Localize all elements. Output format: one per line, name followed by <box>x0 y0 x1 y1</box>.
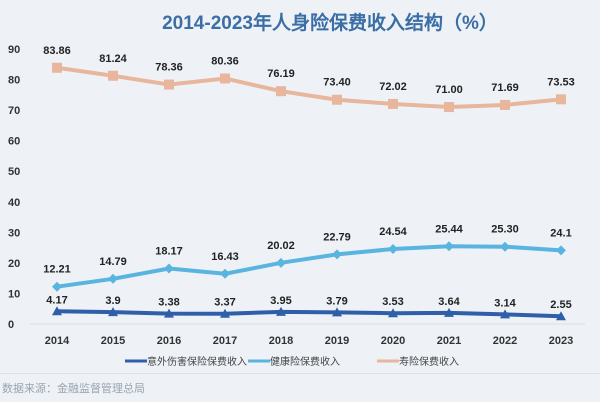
legend-label: 意外伤害保险保费收入 <box>147 355 247 368</box>
data-label: 3.38 <box>158 297 179 309</box>
data-label: 20.02 <box>267 240 295 252</box>
data-label: 3.64 <box>438 296 460 308</box>
data-point-diamond <box>52 281 62 292</box>
data-point-diamond <box>388 244 398 255</box>
y-tick-label: 70 <box>8 105 20 117</box>
data-label: 4.17 <box>46 294 67 306</box>
x-tick-label: 2023 <box>549 335 573 347</box>
x-tick-label: 2020 <box>381 335 405 347</box>
x-tick-label: 2014 <box>45 335 70 347</box>
series-line <box>56 244 562 289</box>
data-label: 24.1 <box>550 227 571 239</box>
data-label: 3.9 <box>105 295 120 307</box>
data-point-square <box>388 98 398 109</box>
x-tick-label: 2022 <box>493 335 517 347</box>
data-label: 81.24 <box>99 53 127 65</box>
x-tick-label: 2021 <box>437 335 461 347</box>
data-point-square <box>108 70 118 81</box>
data-label: 3.79 <box>326 295 347 307</box>
data-point-diamond <box>556 245 566 256</box>
y-tick-label: 40 <box>8 197 20 209</box>
data-label: 24.54 <box>379 226 407 238</box>
data-label: 78.36 <box>155 62 183 74</box>
data-point-triangle <box>444 307 454 317</box>
data-point-diamond <box>164 263 174 274</box>
data-point-square <box>52 62 62 73</box>
y-tick-label: 50 <box>8 166 20 178</box>
source-note: 数据来源：金融监督管理总局 <box>2 383 145 395</box>
x-tick-label: 2017 <box>213 335 237 347</box>
data-point-triangle <box>52 306 62 316</box>
data-point-triangle <box>220 308 230 318</box>
chart-title: 2014-2023年人身险保费收入结构（%） <box>162 13 498 34</box>
data-point-triangle <box>164 308 174 318</box>
data-label: 3.53 <box>382 296 403 308</box>
data-point-square <box>220 73 230 84</box>
y-tick-label: 60 <box>8 136 20 148</box>
data-point-square <box>164 79 174 90</box>
data-label: 25.30 <box>491 224 519 236</box>
data-point-triangle <box>276 306 286 316</box>
data-point-diamond <box>108 273 118 284</box>
y-tick-label: 80 <box>8 75 20 87</box>
data-point-diamond <box>220 268 230 279</box>
data-label: 71.00 <box>435 84 463 96</box>
y-tick-label: 30 <box>8 227 20 239</box>
data-point-diamond <box>332 249 342 260</box>
x-tick-label: 2016 <box>157 335 181 347</box>
data-label: 2.55 <box>550 299 571 311</box>
data-label: 16.43 <box>211 251 239 263</box>
data-point-diamond <box>500 241 510 252</box>
series-line <box>56 65 562 110</box>
legend-label: 健康险保费收入 <box>270 355 340 368</box>
data-point-square <box>500 99 510 110</box>
data-point-diamond <box>444 241 454 252</box>
data-label: 73.40 <box>323 77 351 89</box>
data-point-square <box>444 102 454 113</box>
data-point-triangle <box>556 311 566 321</box>
data-point-square <box>556 94 566 105</box>
data-label: 72.02 <box>379 81 407 93</box>
data-label: 14.79 <box>99 256 127 268</box>
y-tick-label: 90 <box>8 44 20 56</box>
data-label: 76.19 <box>267 68 295 80</box>
y-tick-label: 10 <box>8 288 20 300</box>
data-point-triangle <box>388 308 398 318</box>
data-label: 71.69 <box>491 82 519 94</box>
data-point-triangle <box>108 307 118 317</box>
data-label: 3.37 <box>214 297 235 309</box>
x-tick-label: 2019 <box>325 335 349 347</box>
y-tick-label: 20 <box>8 258 20 270</box>
data-label: 83.86 <box>43 45 71 57</box>
y-tick-label: 0 <box>8 319 14 331</box>
data-label: 22.79 <box>323 231 351 243</box>
legend-label: 寿险保费收入 <box>399 355 459 368</box>
divider <box>0 373 600 374</box>
data-label: 18.17 <box>155 245 183 257</box>
data-label: 80.36 <box>211 55 239 67</box>
x-tick-label: 2015 <box>101 335 125 347</box>
data-point-diamond <box>276 257 286 268</box>
data-point-square <box>276 86 286 97</box>
data-label: 25.44 <box>435 223 463 235</box>
x-tick-label: 2018 <box>269 335 293 347</box>
series-line <box>56 309 562 319</box>
data-label: 73.53 <box>547 76 575 88</box>
data-label: 3.95 <box>270 295 291 307</box>
data-point-triangle <box>332 307 342 317</box>
data-point-triangle <box>500 309 510 319</box>
data-label: 3.14 <box>494 297 516 309</box>
data-label: 12.21 <box>43 264 71 276</box>
data-point-square <box>332 94 342 105</box>
